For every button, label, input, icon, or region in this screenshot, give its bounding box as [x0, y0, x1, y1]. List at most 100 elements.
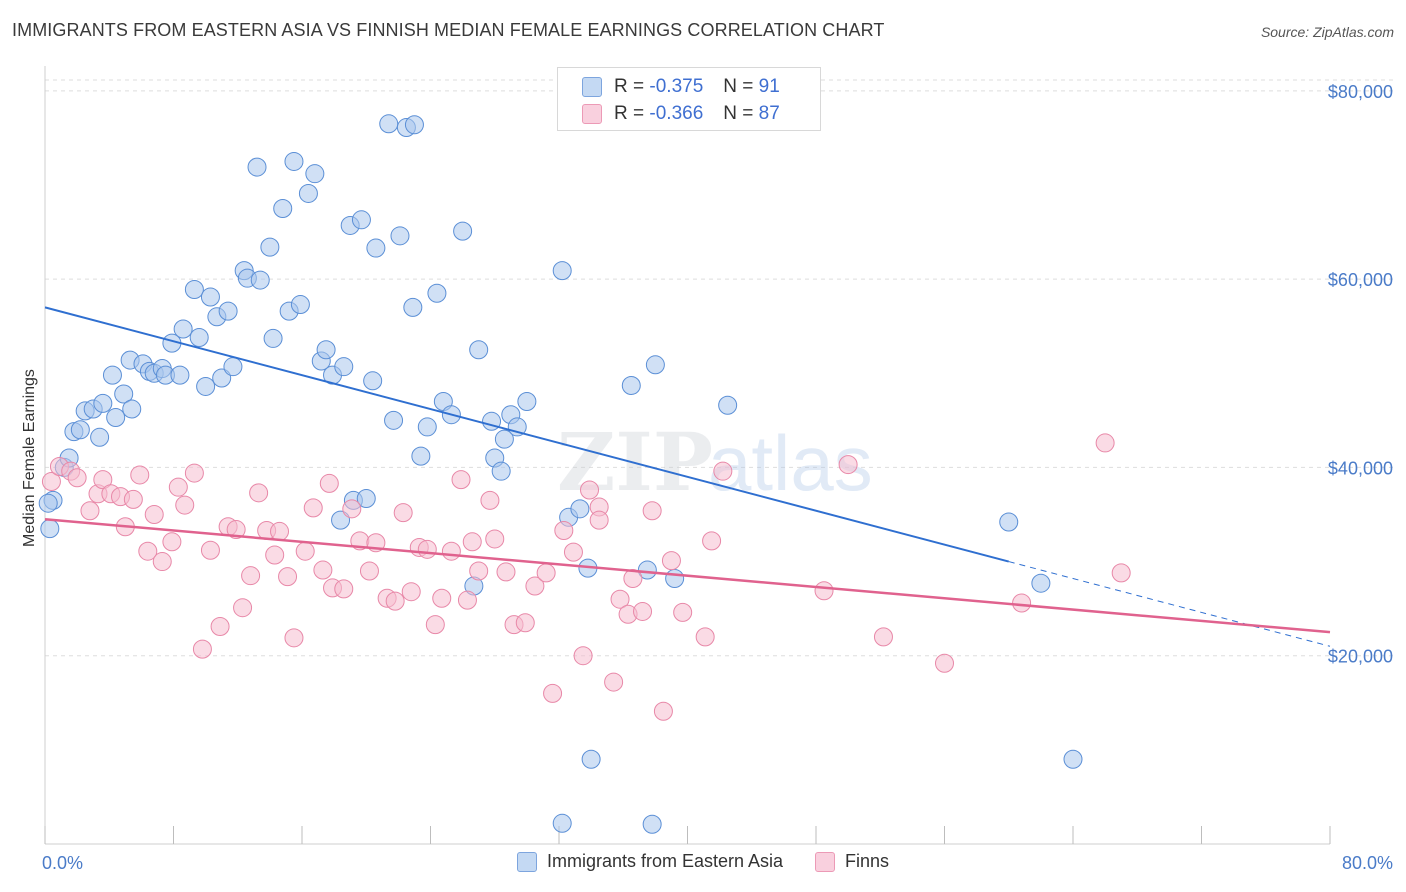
data-point-eastern-asia — [999, 512, 1019, 532]
data-point-eastern-asia — [102, 365, 122, 385]
data-point-finns — [623, 569, 643, 589]
data-point-finns — [580, 480, 600, 500]
legend-item-finns: Finns — [815, 851, 889, 872]
data-point-eastern-asia — [305, 164, 325, 184]
data-point-eastern-asia — [70, 420, 90, 440]
data-point-finns — [319, 473, 339, 493]
legend-label-eastern-asia: Immigrants from Eastern Asia — [546, 851, 784, 871]
data-point-eastern-asia — [196, 376, 216, 396]
data-point-finns — [496, 562, 516, 582]
data-point-eastern-asia — [645, 355, 665, 375]
data-point-finns — [589, 510, 609, 530]
data-point-eastern-asia — [316, 340, 336, 360]
data-point-eastern-asia — [184, 279, 204, 299]
data-point-finns — [1095, 433, 1115, 453]
data-point-finns — [295, 541, 315, 561]
data-point-eastern-asia — [189, 327, 209, 347]
data-point-eastern-asia — [363, 371, 383, 391]
data-point-finns — [123, 489, 143, 509]
legend-n-value: 91 — [758, 76, 780, 97]
stats-legend: R = -0.375 N = 91 R = -0.366 N = 87 — [557, 67, 821, 131]
data-point-eastern-asia — [200, 287, 220, 307]
data-point-finns — [67, 468, 87, 488]
data-point-eastern-asia — [411, 446, 431, 466]
data-point-finns — [265, 545, 285, 565]
data-point-eastern-asia — [298, 183, 318, 203]
trend-lines — [44, 306, 1331, 647]
x-tick-label: 0.0% — [42, 853, 83, 873]
data-point-finns — [1012, 593, 1032, 613]
tick-labels: $20,000 $40,000 $60,000 $80,000 0.0% 80.0% — [42, 82, 1393, 873]
data-point-finns — [469, 561, 489, 581]
watermark: ZIP atlas — [557, 415, 873, 509]
data-point-eastern-asia — [517, 392, 537, 412]
data-point-finns — [41, 472, 61, 492]
data-point-finns — [485, 529, 505, 549]
data-point-finns — [342, 499, 362, 519]
data-point-finns — [457, 590, 477, 610]
chart-title: IMMIGRANTS FROM EASTERN ASIA VS FINNISH … — [12, 20, 885, 40]
trend-line-eastern-asia-extension — [1008, 561, 1331, 647]
data-point-eastern-asia — [250, 270, 270, 290]
data-point-finns — [661, 551, 681, 571]
data-point-finns — [130, 465, 150, 485]
legend-n-label: N = — [723, 76, 754, 97]
axes — [44, 66, 1331, 845]
data-point-finns — [432, 588, 452, 608]
legend-n-label: N = — [723, 103, 754, 124]
data-point-finns — [814, 581, 834, 601]
data-point-eastern-asia — [581, 749, 601, 769]
data-point-eastern-asia — [552, 813, 572, 833]
data-point-eastern-asia — [212, 368, 232, 388]
data-point-eastern-asia — [40, 519, 60, 539]
legend-r-value: -0.366 — [649, 103, 704, 124]
y-axis-label: Median Female Earnings — [21, 369, 38, 547]
data-point-eastern-asia — [263, 328, 283, 348]
data-point-finns — [138, 541, 158, 561]
legend-row-eastern-asia: R = -0.375 N = 91 — [582, 75, 780, 99]
legend-row-finns: R = -0.366 N = 87 — [582, 102, 780, 126]
legend-r-label: R = — [614, 76, 645, 97]
y-tick-label: $60,000 — [1328, 270, 1393, 290]
data-point-finns — [441, 541, 461, 561]
data-point-finns — [610, 589, 630, 609]
series-eastern-asia — [38, 114, 1083, 834]
data-point-finns — [393, 503, 413, 523]
data-point-eastern-asia — [453, 221, 473, 241]
data-point-finns — [1111, 563, 1131, 583]
data-point-finns — [144, 504, 164, 524]
data-point-eastern-asia — [38, 493, 58, 513]
data-point-finns — [935, 653, 954, 673]
data-point-eastern-asia — [665, 569, 685, 589]
data-point-eastern-asia — [494, 429, 514, 449]
data-point-eastern-asia — [417, 417, 437, 437]
data-point-eastern-asia — [404, 115, 424, 135]
data-point-finns — [536, 563, 556, 583]
data-point-finns — [175, 495, 195, 515]
data-point-finns — [284, 628, 304, 648]
data-point-eastern-asia — [90, 427, 110, 447]
data-point-eastern-asia — [247, 157, 267, 177]
data-point-finns — [480, 490, 500, 510]
data-point-finns — [462, 532, 482, 552]
data-point-finns — [543, 683, 563, 703]
data-point-finns — [233, 598, 253, 618]
legend-swatch-pink — [815, 851, 836, 872]
data-point-eastern-asia — [366, 238, 386, 258]
data-point-eastern-asia — [260, 237, 280, 257]
data-point-finns — [359, 561, 379, 581]
data-point-eastern-asia — [122, 399, 142, 419]
data-point-eastern-asia — [93, 393, 113, 413]
data-point-eastern-asia — [106, 408, 126, 428]
data-point-eastern-asia — [390, 226, 410, 246]
data-point-eastern-asia — [1063, 749, 1083, 769]
legend-r-value: -0.375 — [649, 76, 704, 97]
data-point-finns — [873, 627, 893, 647]
trend-line-finns — [44, 517, 1331, 634]
legend-r-label: R = — [614, 103, 645, 124]
data-point-finns — [80, 501, 100, 521]
data-point-finns — [241, 566, 261, 586]
data-point-eastern-asia — [114, 384, 134, 404]
data-point-finns — [184, 463, 204, 483]
legend-item-eastern-asia: Immigrants from Eastern Asia — [516, 851, 784, 872]
